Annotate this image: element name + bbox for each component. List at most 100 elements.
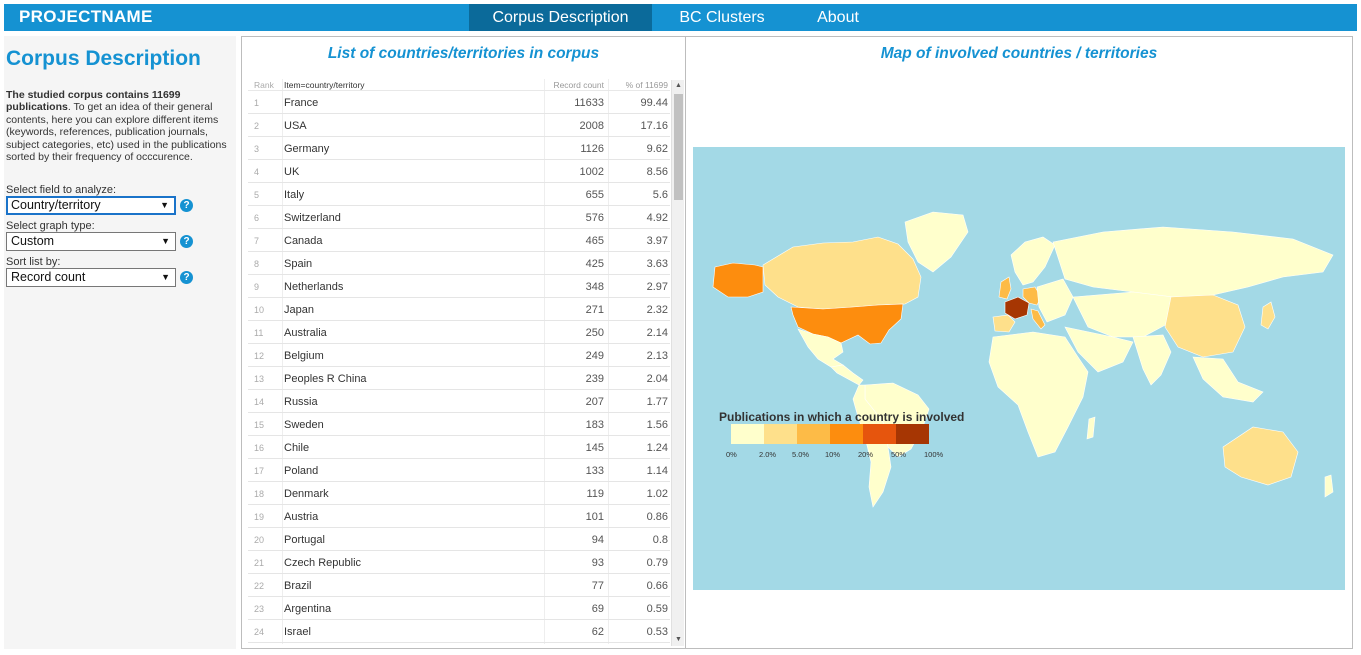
row-rank: 19 [254, 512, 265, 522]
country-alaska[interactable] [712, 262, 764, 298]
table-row[interactable]: 5 Italy 655 5.6 [248, 183, 670, 206]
field-help-icon[interactable]: ? [180, 199, 193, 212]
row-record-count: 250 [585, 327, 604, 339]
table-row[interactable]: 10 Japan 271 2.32 [248, 298, 670, 321]
table-row[interactable]: 21 Czech Republic 93 0.79 [248, 551, 670, 574]
row-rank: 15 [254, 420, 265, 430]
table-row[interactable]: 8 Spain 425 3.63 [248, 252, 670, 275]
country-central-asia[interactable] [1072, 291, 1174, 338]
row-country: USA [284, 120, 307, 132]
countries-table-panel: List of countries/territories in corpus … [241, 36, 686, 649]
scrollbar-thumb[interactable] [674, 94, 683, 200]
table-row[interactable]: 23 Argentina 69 0.59 [248, 597, 670, 620]
table-scrollbar[interactable]: ▲ ▼ [671, 80, 684, 646]
nav-bc-clusters[interactable]: BC Clusters [679, 9, 765, 26]
row-percent: 1.14 [646, 465, 668, 477]
table-row[interactable]: 14 Russia 207 1.77 [248, 390, 670, 413]
header-record-count[interactable]: Record count [553, 80, 604, 90]
row-rank: 12 [254, 351, 265, 361]
country-japan[interactable] [1260, 301, 1276, 330]
country-eastern-europe[interactable] [1036, 278, 1074, 323]
legend-swatch [797, 424, 830, 444]
row-country: Austria [284, 511, 319, 523]
row-country: Peoples R China [284, 373, 367, 385]
country-iberia[interactable] [992, 314, 1016, 333]
row-record-count: 94 [591, 534, 604, 546]
scroll-up-icon[interactable]: ▲ [675, 82, 682, 89]
row-percent: 5.6 [652, 189, 668, 201]
country-mexico[interactable] [797, 328, 844, 368]
country-germany[interactable] [1022, 286, 1042, 306]
row-rank: 5 [254, 190, 260, 200]
sort-help-icon[interactable]: ? [180, 271, 193, 284]
country-west-south-america[interactable] [852, 384, 892, 508]
country-france[interactable] [1004, 296, 1030, 320]
table-row[interactable]: 9 Netherlands 348 2.97 [248, 275, 670, 298]
table-row[interactable]: 3 Germany 1126 9.62 [248, 137, 670, 160]
table-row[interactable]: 12 Belgium 249 2.13 [248, 344, 670, 367]
table-body: 1 France 11633 99.44 2 USA 2008 17.16 3 Germany 11… [248, 91, 670, 643]
country-usa[interactable] [790, 303, 904, 345]
country-uk[interactable] [998, 276, 1012, 300]
country-central-america[interactable] [830, 364, 864, 386]
country-australia[interactable] [1222, 426, 1299, 486]
country-madagascar[interactable] [1086, 416, 1096, 440]
map-panel: Map of involved countries / territories [686, 36, 1353, 649]
table-row[interactable]: 11 Australia 250 2.14 [248, 321, 670, 344]
row-percent: 4.92 [646, 212, 668, 224]
row-record-count: 101 [585, 511, 604, 523]
row-record-count: 69 [591, 603, 604, 615]
country-new-zealand[interactable] [1324, 474, 1334, 498]
row-country: Australia [284, 327, 327, 339]
header-percent[interactable]: % of 11699 [625, 80, 668, 90]
country-russia[interactable] [1052, 226, 1334, 298]
row-rank: 16 [254, 443, 265, 453]
graph-help-icon[interactable]: ? [180, 235, 193, 248]
table-row[interactable]: 13 Peoples R China 239 2.04 [248, 367, 670, 390]
country-greenland[interactable] [904, 211, 969, 273]
row-record-count: 11633 [574, 97, 604, 109]
world-map[interactable] [693, 147, 1345, 590]
row-record-count: 207 [585, 396, 604, 408]
country-southeast-asia[interactable] [1192, 356, 1264, 403]
header-rank[interactable]: Rank [254, 80, 274, 90]
table-row[interactable]: 6 Switzerland 576 4.92 [248, 206, 670, 229]
row-country: Brazil [284, 580, 312, 592]
nav-corpus-description[interactable]: Corpus Description [469, 4, 652, 31]
country-canada[interactable] [762, 236, 922, 310]
map-legend-title: Publications in which a country is invol… [719, 410, 965, 424]
row-record-count: 1002 [579, 166, 604, 178]
row-record-count: 249 [585, 350, 604, 362]
table-row[interactable]: 15 Sweden 183 1.56 [248, 413, 670, 436]
table-row[interactable]: 2 USA 2008 17.16 [248, 114, 670, 137]
table-row[interactable]: 18 Denmark 119 1.02 [248, 482, 670, 505]
table-row[interactable]: 19 Austria 101 0.86 [248, 505, 670, 528]
table-row[interactable]: 24 Israel 62 0.53 [248, 620, 670, 643]
country-africa[interactable] [988, 331, 1089, 458]
row-percent: 8.56 [646, 166, 668, 178]
table-row[interactable]: 17 Poland 133 1.14 [248, 459, 670, 482]
country-middle-east[interactable] [1064, 326, 1134, 373]
country-italy[interactable] [1030, 308, 1046, 330]
row-percent: 2.13 [646, 350, 668, 362]
table-row[interactable]: 4 UK 1002 8.56 [248, 160, 670, 183]
country-scandinavia[interactable] [1010, 236, 1056, 286]
sort-select[interactable]: Record count ▼ [6, 268, 176, 287]
country-china[interactable] [1164, 294, 1246, 358]
country-india[interactable] [1132, 334, 1172, 386]
table-row[interactable]: 20 Portugal 94 0.8 [248, 528, 670, 551]
table-row[interactable]: 16 Chile 145 1.24 [248, 436, 670, 459]
column-divider [544, 79, 545, 644]
table-row[interactable]: 7 Canada 465 3.97 [248, 229, 670, 252]
brand-name[interactable]: PROJECTNAME [19, 7, 153, 26]
scroll-down-icon[interactable]: ▼ [675, 636, 682, 643]
field-select[interactable]: Country/territory ▼ [6, 196, 176, 215]
header-item[interactable]: Item=country/territory [284, 80, 365, 90]
nav-about[interactable]: About [817, 9, 859, 26]
table-row[interactable]: 22 Brazil 77 0.66 [248, 574, 670, 597]
row-rank: 4 [254, 167, 260, 177]
table-header: Rank Item=country/territory Record count… [248, 79, 670, 91]
graph-type-select[interactable]: Custom ▼ [6, 232, 176, 251]
row-record-count: 77 [591, 580, 604, 592]
table-row[interactable]: 1 France 11633 99.44 [248, 91, 670, 114]
